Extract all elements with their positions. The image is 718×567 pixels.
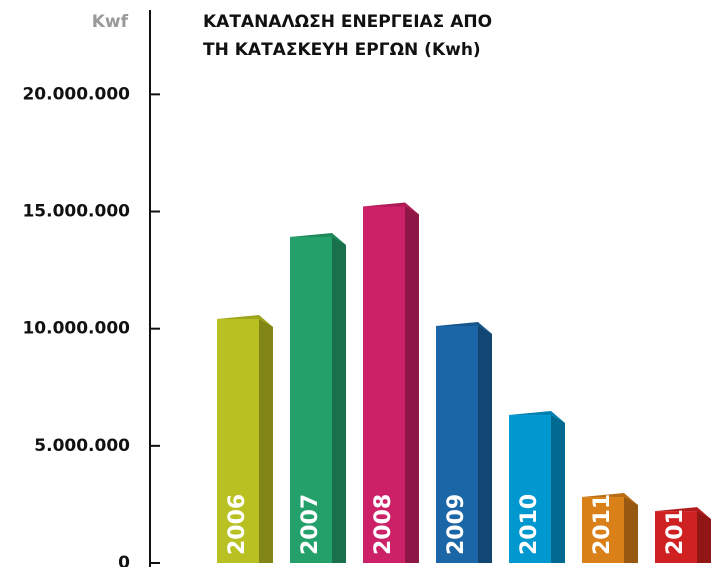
bar-top [509, 411, 565, 424]
bar-side [624, 495, 638, 563]
bar-side-shade [405, 204, 419, 563]
bar-side-shade [551, 413, 565, 563]
bar-top-shade [582, 493, 638, 506]
bar-front [509, 415, 551, 563]
bar-front [436, 325, 478, 563]
bar-top-shade [509, 411, 565, 424]
bar-front [290, 236, 332, 563]
bar-top-shade [363, 202, 419, 215]
x-tick-label: 2009 [444, 494, 469, 555]
bar-side-shade [478, 323, 492, 563]
bar-top [217, 314, 273, 327]
bar-top-shade [290, 232, 346, 245]
bar-front [582, 497, 624, 563]
bar-side-shade [624, 495, 638, 563]
y-tick-label: 10.000.000 [22, 319, 130, 339]
bar-side [478, 323, 492, 563]
bar-top-shade [655, 507, 711, 520]
bar-front [217, 318, 259, 563]
bar-side [697, 509, 711, 563]
y-axis-label: Kwf [92, 12, 129, 32]
x-tick-label: 2008 [371, 494, 396, 555]
bar [217, 314, 273, 563]
y-tick-label: 0 [118, 553, 130, 567]
bar-side-shade [697, 509, 711, 563]
bar-top [582, 493, 638, 506]
x-tick-label: 2012 [663, 494, 688, 555]
bar-top [363, 202, 419, 215]
bar-side [405, 204, 419, 563]
bar-front [655, 511, 697, 563]
bar-side [332, 234, 346, 563]
x-tick-label: 2006 [225, 494, 250, 555]
y-tick-label: 5.000.000 [34, 436, 130, 456]
bar [582, 493, 638, 563]
bar-top-shade [217, 314, 273, 327]
bar-top-shade [436, 321, 492, 334]
bar-top [290, 232, 346, 245]
x-tick-label: 2011 [590, 494, 615, 555]
y-tick-label: 20.000.000 [22, 84, 130, 104]
bar [290, 232, 346, 563]
y-tick-label: 15.000.000 [22, 202, 130, 222]
bar [509, 411, 565, 563]
chart-title: ΤΗ ΚΑΤΑΣΚΕΥΗ ΕΡΓΩΝ (Kwh) [203, 40, 481, 60]
bar [363, 202, 419, 563]
bar-front [363, 206, 405, 563]
bar-side [551, 413, 565, 563]
bar-side-shade [332, 234, 346, 563]
x-tick-label: 2007 [298, 494, 323, 555]
bar-side [259, 316, 273, 563]
bar-top [655, 507, 711, 520]
bar-top [436, 321, 492, 334]
bar [655, 507, 711, 563]
bar [436, 321, 492, 563]
x-tick-label: 2010 [517, 494, 542, 555]
bar-side-shade [259, 316, 273, 563]
chart-title: ΚΑΤΑΝΑΛΩΣΗ ΕΝΕΡΓΕΙΑΣ ΑΠΟ [203, 12, 492, 32]
